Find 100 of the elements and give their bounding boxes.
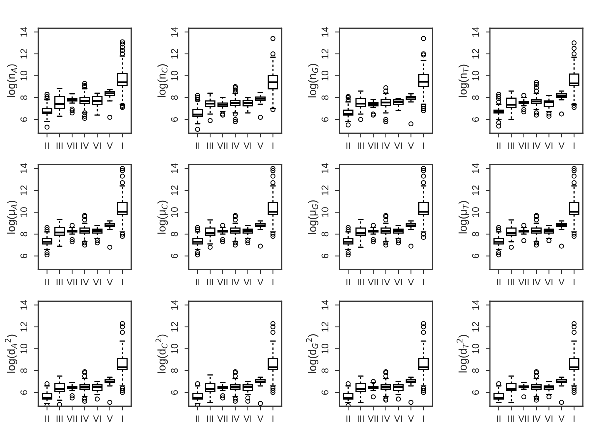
x-tick-label: III [207, 416, 214, 422]
y-axis-title: log(d$_{A}$$^{2}$) [5, 334, 18, 373]
y-tick-label: 12 [20, 322, 28, 332]
x-tick-label: IV [232, 279, 240, 286]
x-tick-label: III [56, 279, 63, 286]
y-tick-label: 10 [322, 70, 329, 81]
y-tick-label: 14 [171, 27, 178, 37]
x-tick-label: I [423, 279, 424, 286]
y-tick-label: 6 [322, 390, 329, 395]
x-tick-label: VII [217, 142, 228, 149]
y-tick-label: 10 [472, 70, 480, 81]
y-tick-label: 6 [322, 254, 329, 258]
x-tick-label: II [46, 142, 49, 149]
y-tick-label: 6 [472, 254, 480, 258]
y-tick-label: 10 [322, 344, 329, 354]
y-tick-label: 8 [472, 368, 480, 374]
y-tick-label: 6 [171, 390, 178, 395]
y-tick-label: 12 [322, 49, 329, 59]
x-tick-label: VI [394, 416, 402, 422]
y-tick-label: 10 [171, 207, 178, 218]
y-tick-label: 14 [472, 300, 480, 310]
x-tick-label: VI [93, 279, 101, 286]
x-tick-label: VI [244, 416, 252, 422]
x-tick-label: V [107, 279, 114, 286]
x-tick-label: I [122, 279, 124, 286]
x-tick-label: V [408, 416, 414, 422]
y-axis-title: log(n$_{C}$) [158, 64, 168, 98]
x-tick-label: VII [518, 279, 529, 286]
x-tick-label: IV [533, 142, 541, 149]
y-tick-label: 12 [171, 322, 178, 332]
x-tick-label: III [358, 416, 364, 422]
y-tick-label: 14 [171, 164, 178, 174]
y-axis-title: log(n$_{G}$) [308, 64, 319, 98]
x-tick-label: I [272, 279, 274, 286]
x-tick-label: III [508, 142, 514, 149]
x-tick-label: II [497, 142, 501, 149]
y-axis-title: log(μ$_{A}$) [7, 200, 18, 234]
y-tick-label: 14 [171, 300, 178, 310]
x-tick-label: III [56, 416, 63, 422]
x-tick-label: IV [382, 279, 390, 286]
y-tick-label: 10 [20, 344, 28, 354]
y-tick-label: 10 [322, 207, 329, 218]
x-tick-label: I [122, 142, 124, 149]
x-tick-label: VI [93, 416, 101, 422]
y-axis-title: log(μ$_{G}$) [308, 200, 319, 234]
y-tick-label: 6 [322, 117, 329, 122]
x-tick-label: I [423, 416, 424, 422]
x-tick-label: V [107, 142, 114, 149]
y-tick-label: 8 [322, 368, 329, 374]
x-tick-label: III [56, 142, 63, 149]
y-tick-label: 6 [20, 117, 28, 122]
y-tick-label: 12 [20, 186, 28, 196]
y-tick-label: 10 [472, 207, 480, 218]
x-tick-label: II [346, 142, 350, 149]
y-tick-label: 8 [171, 96, 178, 100]
x-tick-label: III [358, 279, 364, 286]
y-tick-label: 10 [20, 207, 28, 218]
x-tick-label: V [408, 279, 414, 286]
x-tick-label: III [508, 416, 514, 422]
x-tick-label: VI [544, 279, 553, 286]
y-tick-label: 6 [20, 390, 28, 395]
x-tick-label: IV [382, 416, 390, 422]
y-tick-label: 6 [20, 254, 28, 258]
x-tick-label: IV [232, 142, 240, 149]
y-tick-label: 8 [472, 232, 480, 237]
y-axis-title: log(n$_{A}$) [7, 64, 18, 98]
x-tick-label: VI [93, 142, 101, 149]
x-tick-label: VI [394, 142, 402, 149]
y-tick-label: 8 [171, 232, 178, 237]
x-tick-label: IV [533, 416, 541, 422]
y-tick-label: 6 [171, 254, 178, 258]
y-tick-label: 8 [472, 96, 480, 100]
x-tick-label: IV [82, 416, 90, 422]
x-tick-label: VI [244, 142, 252, 149]
y-tick-label: 8 [322, 96, 329, 100]
y-tick-label: 10 [171, 344, 178, 354]
x-tick-label: VII [66, 416, 78, 422]
y-tick-label: 6 [472, 117, 480, 122]
x-tick-label: I [574, 416, 575, 422]
y-tick-label: 10 [472, 344, 480, 354]
y-axis-title: log(μ$_{C}$) [158, 200, 168, 234]
x-tick-label: III [207, 279, 214, 286]
x-tick-label: V [558, 279, 565, 286]
x-tick-label: III [358, 142, 364, 149]
x-tick-label: II [497, 279, 501, 286]
y-tick-label: 8 [20, 96, 28, 100]
y-tick-label: 10 [171, 70, 178, 81]
x-tick-label: VI [244, 279, 252, 286]
y-tick-label: 8 [171, 368, 178, 374]
x-tick-label: I [574, 279, 575, 286]
y-tick-label: 12 [472, 186, 480, 196]
x-tick-label: III [207, 142, 214, 149]
y-axis-title: log(d$_{T}$$^{2}$) [456, 335, 470, 373]
x-tick-label: I [272, 142, 274, 149]
y-tick-label: 12 [171, 186, 178, 196]
x-tick-label: VI [394, 279, 402, 286]
x-tick-label: V [258, 142, 264, 149]
x-tick-label: VII [66, 279, 78, 286]
x-tick-label: II [196, 279, 200, 286]
y-tick-label: 12 [322, 186, 329, 196]
